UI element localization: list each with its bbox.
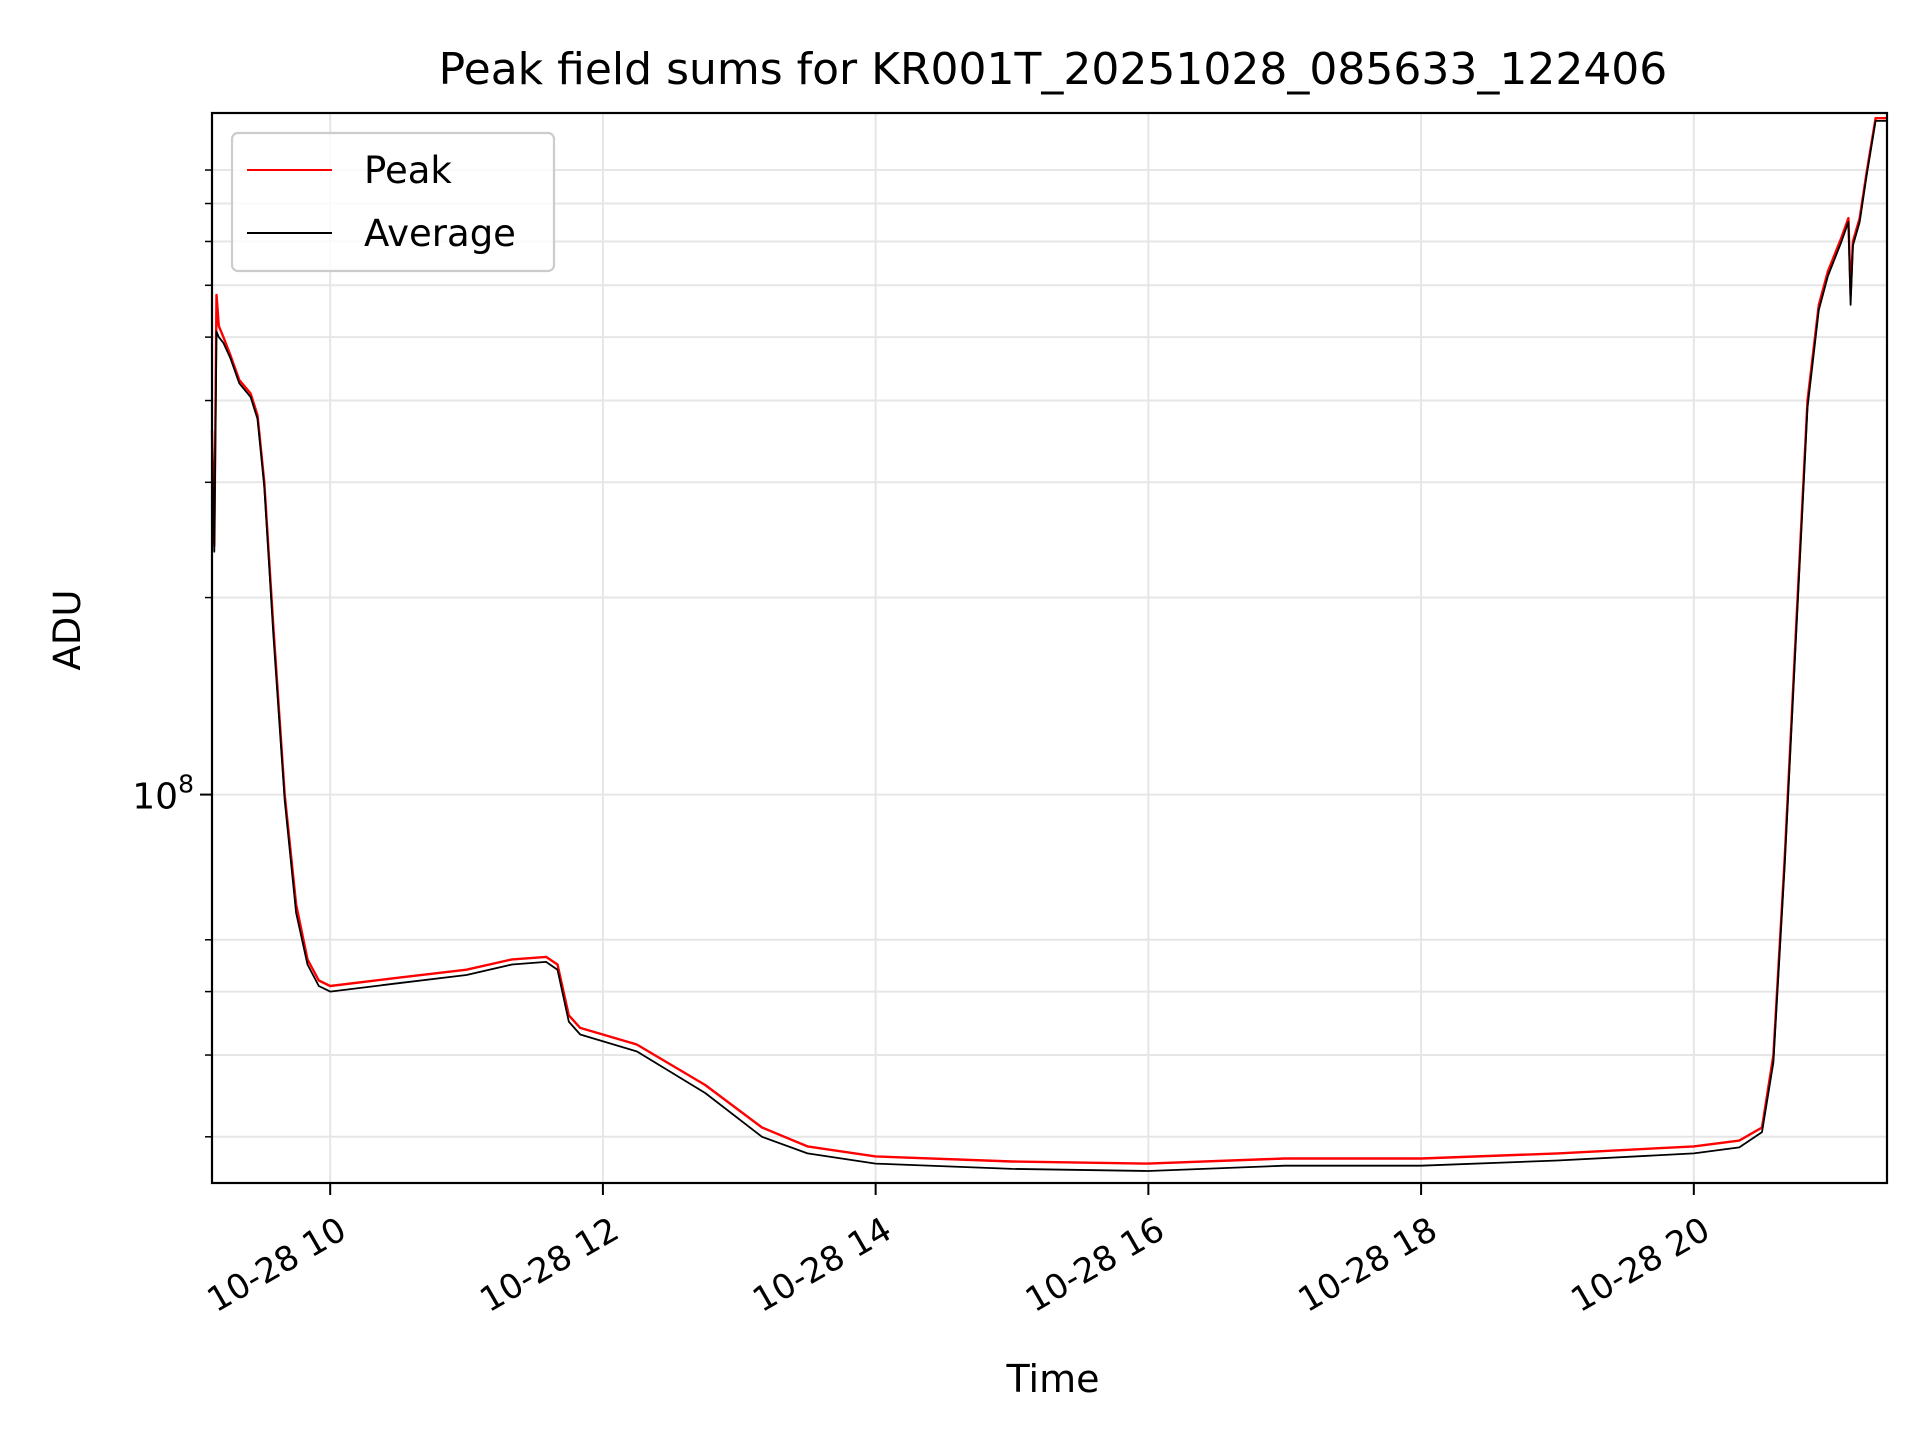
chart-title: Peak field sums for KR001T_20251028_0856…	[439, 44, 1668, 95]
series-line-average	[211, 120, 1887, 1172]
y-axis-label: ADU	[46, 590, 89, 671]
grid-lines	[212, 113, 1887, 1183]
y-tick-label: 108	[132, 770, 194, 818]
series-group	[210, 116, 1887, 1172]
plot-frame	[210, 111, 1889, 1185]
legend-label-peak: Peak	[364, 149, 452, 192]
legend-items: Peak Average	[247, 149, 516, 255]
legend-label-average: Average	[364, 212, 516, 255]
legend: Peak Average	[230, 131, 556, 273]
legend-box	[230, 131, 556, 273]
x-axis-label: Time	[1006, 1357, 1100, 1401]
tick-marks	[200, 169, 1695, 1195]
